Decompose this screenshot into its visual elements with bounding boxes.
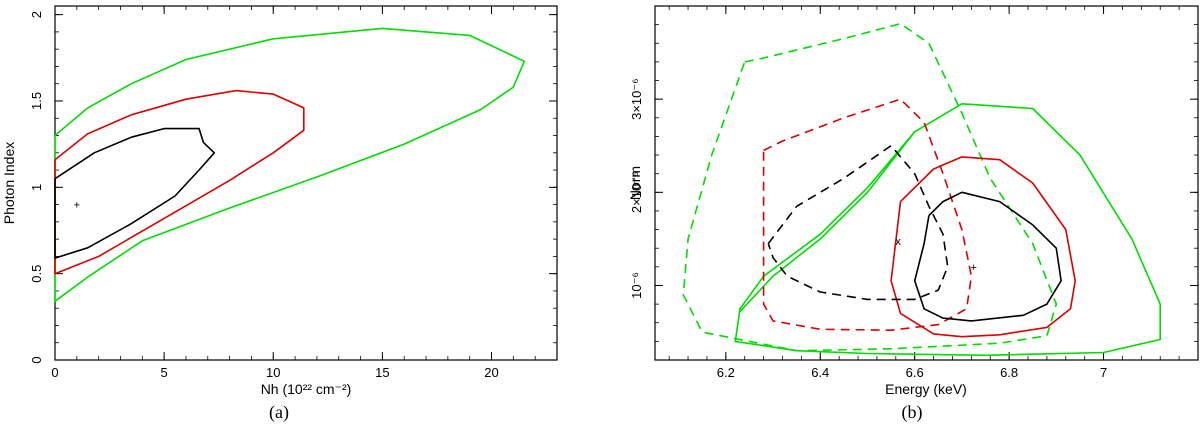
pa-y-tick-label: 1 [29, 184, 44, 191]
pa-contour-solid-0 [54, 27, 526, 303]
pb-contour-dashed-0 [682, 22, 1058, 352]
pb-x-tick-label: 6.8 [1000, 365, 1018, 380]
pa-panel-label: (a) [269, 402, 289, 423]
pb-contour-solid-3 [890, 156, 1076, 338]
pb-x-tick-label: 6.4 [811, 365, 829, 380]
pb-y-tick-label: 3×10⁻⁶ [629, 78, 644, 120]
pa-contour-solid-1 [54, 89, 305, 275]
pa-y-tick-label: 0.5 [29, 265, 44, 283]
pa-x-tick-label: 0 [51, 365, 58, 380]
pa-y-tick-label: 1.5 [29, 92, 44, 110]
pb-x-tick-label: 6.6 [906, 365, 924, 380]
pa-x-tick-label: 10 [266, 365, 280, 380]
pa-x-axis-label: Nh (10²² cm⁻²) [261, 381, 352, 397]
pb-contour-solid-1 [734, 103, 1161, 357]
pa-y-axis-label: Photon Index [1, 142, 17, 225]
pb-x-tick-label: 7 [1100, 365, 1107, 380]
pa-y-tick-label: 0 [29, 356, 44, 363]
pb-plot-frame [654, 5, 1199, 361]
pb-panel-label: (b) [902, 402, 923, 423]
pa-best-fit-marker: + [74, 200, 80, 212]
pa-x-tick-label: 15 [375, 365, 389, 380]
pb-y-tick-label: 2×10⁻⁶ [629, 172, 644, 214]
panel-b-energy-vs-norm: 6.2 6.4 6.6 6.8 7 10⁻⁶ 2×10⁻⁶ 3×10⁻⁶ x + Energy (k… [627, 5, 1199, 423]
pb-y-tick-label: 10⁻⁶ [629, 272, 644, 299]
pb-best-fit-marker: x [895, 236, 901, 248]
pb-contour-dashed-4 [767, 144, 949, 301]
pb-x-tick-label: 6.2 [717, 365, 735, 380]
panel-a-nh-vs-photon-index: 0 5 10 15 20 0 0.5 1 1.5 2 + Nh (10²² cm⁻²) Photon I… [1, 5, 558, 423]
pa-contour-solid-2 [54, 127, 216, 259]
pa-plot-frame [54, 5, 558, 361]
pb-x-axis-label: Energy (keV) [885, 381, 967, 397]
pa-y-tick-label: 2 [29, 11, 44, 18]
pa-x-tick-label: 20 [484, 365, 498, 380]
pb-best-fit-marker: + [970, 262, 976, 274]
pb-y-axis-label: Norm [627, 166, 643, 200]
pb-contour-solid-5 [913, 191, 1062, 322]
pb-contour-dashed-2 [762, 98, 973, 332]
pa-x-tick-label: 5 [161, 365, 168, 380]
